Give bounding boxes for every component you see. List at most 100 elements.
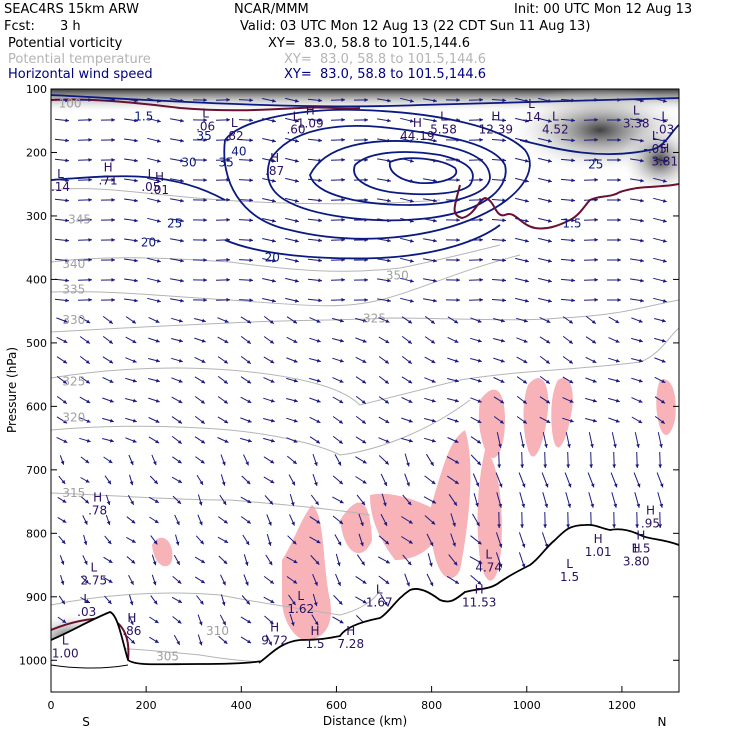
- wind-arrow-head: [520, 464, 525, 468]
- wind-arrow-head: [338, 440, 343, 444]
- wind-arrow-head: [130, 580, 134, 585]
- wind-arrow-head: [548, 278, 552, 283]
- wind-arrow-head: [594, 197, 598, 202]
- wind-arrow-head: [88, 158, 92, 162]
- wind-arrow-head: [272, 238, 276, 243]
- wind-arrow-head: [502, 138, 506, 143]
- wind-arrow-head: [132, 439, 137, 443]
- wind-arrow-head: [456, 258, 460, 262]
- wind-arrow-head: [294, 238, 299, 243]
- wind-arrow-head: [156, 99, 161, 103]
- wind-arrow-head: [662, 299, 667, 303]
- wind-arrow-head: [548, 258, 552, 263]
- wind-arrow-head: [292, 540, 297, 545]
- wind-arrow-head: [180, 298, 184, 303]
- wind-arrow-head: [156, 159, 161, 163]
- wind-arrow-head: [339, 358, 344, 363]
- wind-arrow-head: [270, 359, 275, 364]
- extremum-value: .87: [265, 164, 284, 178]
- wind-arrow-head: [433, 98, 437, 103]
- theta-contour-label: 320: [62, 411, 85, 425]
- wind-arrow-head: [341, 177, 345, 182]
- wind-arrow-head: [293, 439, 298, 443]
- extremum-value: 1.62: [287, 602, 314, 616]
- wind-arrow-head: [85, 499, 89, 504]
- wind-arrow-head: [383, 601, 388, 606]
- wind-arrow-head: [546, 319, 551, 323]
- wind-arrow-head: [249, 98, 253, 103]
- wind-arrow-head: [364, 238, 368, 242]
- y-tick-label: 100: [26, 83, 47, 96]
- wind-arrow-head: [385, 540, 389, 545]
- wind-arrow-head: [498, 563, 503, 568]
- wind-arrow-head: [636, 503, 641, 508]
- wind-arrow-head: [477, 461, 481, 466]
- wind-arrow-head: [63, 339, 68, 343]
- wind-arrow-head: [571, 238, 575, 243]
- extremum-mark: L: [202, 107, 209, 121]
- wind-arrow-head: [546, 419, 551, 423]
- wind-arrow-head: [638, 399, 643, 403]
- wind-arrow-head: [409, 119, 414, 123]
- organization: NCAR/MMM: [234, 2, 309, 17]
- theta-contour-label: 345: [68, 213, 91, 227]
- wind-arrow-head: [364, 298, 368, 302]
- wind-arrow-head: [316, 378, 321, 383]
- wind-arrow-head: [548, 298, 552, 303]
- wind-arrow-head: [199, 521, 203, 526]
- wind-arrow-head: [361, 400, 366, 404]
- wind-arrow-head: [272, 218, 276, 223]
- wind-arrow-head: [454, 359, 459, 363]
- wind-arrow-head: [341, 137, 345, 142]
- wind-arrow-head: [226, 217, 230, 222]
- wind-arrow-head: [430, 461, 434, 466]
- wind-arrow-head: [318, 98, 322, 103]
- wind-arrow-head: [270, 418, 275, 423]
- wind-arrow-head: [224, 539, 229, 543]
- wind-arrow-head: [106, 501, 111, 505]
- wind-arrow-head: [591, 320, 596, 324]
- wind-arrow-head: [523, 379, 527, 384]
- wind-arrow-head: [548, 98, 552, 103]
- wind-arrow-head: [479, 277, 483, 282]
- wind-arrow-head: [407, 561, 412, 566]
- wind-arrow-head: [477, 419, 482, 423]
- wind-arrow-head: [63, 419, 68, 424]
- wind-arrow-head: [272, 198, 276, 203]
- wind-arrow-head: [107, 480, 111, 485]
- wind-arrow-head: [131, 539, 136, 543]
- wind-arrow-head: [291, 481, 295, 486]
- wind-arrow-head: [88, 258, 92, 262]
- extremum-mark: H: [104, 161, 113, 175]
- wind-arrow-head: [223, 519, 228, 524]
- wind-arrow-head: [294, 178, 299, 183]
- wind-arrow-head: [134, 118, 138, 123]
- wind-arrow-head: [291, 601, 296, 606]
- theta-contour-label: 310: [206, 624, 229, 638]
- wind-arrow-head: [360, 542, 364, 547]
- wind-arrow-head: [223, 560, 228, 564]
- extremum-value: 7.28: [337, 637, 364, 651]
- wind-arrow-head: [525, 258, 529, 263]
- wind-arrow-head: [339, 520, 343, 524]
- wind-arrow-head: [246, 360, 251, 364]
- plot-frame: [50, 88, 680, 693]
- wind-arrow-head: [406, 582, 410, 587]
- wind-arrow-head: [65, 278, 69, 283]
- wind-arrow-head: [429, 562, 433, 567]
- wind-arrow-head: [129, 601, 134, 606]
- wind-arrow-head: [130, 461, 134, 465]
- wind-arrow-head: [502, 158, 506, 163]
- wind-arrow-head: [293, 378, 298, 383]
- forecast-label: Fcst:: [4, 19, 35, 34]
- wind-arrow-head: [222, 500, 227, 505]
- wind-arrow-head: [247, 438, 252, 443]
- wind-arrow-head: [293, 418, 298, 423]
- wind-arrow-head: [198, 641, 203, 646]
- wind-arrow-head: [638, 419, 643, 423]
- wind-arrow-head: [134, 238, 138, 243]
- wind-arrow-head: [132, 319, 136, 324]
- extremum-mark: L: [652, 129, 659, 143]
- wind-arrow-head: [362, 318, 367, 323]
- wind-arrow-head: [500, 379, 505, 383]
